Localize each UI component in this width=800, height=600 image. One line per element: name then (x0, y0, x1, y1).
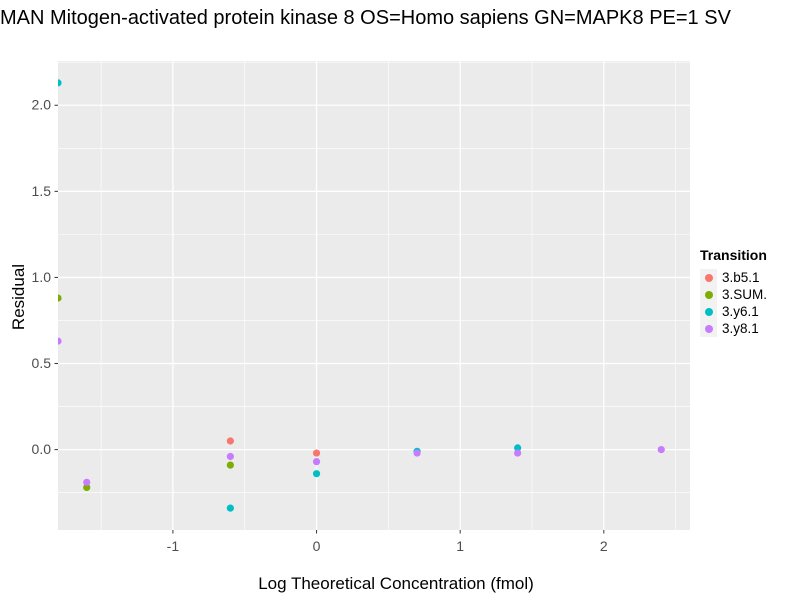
legend-item: 3.y8.1 (700, 320, 767, 337)
legend-key (700, 269, 717, 286)
data-point (312, 458, 321, 466)
x-axis-tick-label: 1 (456, 538, 464, 554)
x-axis-tick-label: 0 (313, 538, 321, 554)
y-axis-tick-label: 1.5 (32, 183, 52, 199)
legend-point-icon (704, 290, 713, 299)
legend-item-label: 3.y6.1 (722, 304, 759, 319)
plot-panel (58, 61, 690, 530)
legend-item-label: 3.y8.1 (722, 321, 759, 336)
y-axis-tick-label: 0.0 (32, 441, 52, 457)
data-point (413, 449, 421, 457)
legend-point-icon (704, 324, 713, 333)
y-axis-tick-label: 2.0 (32, 97, 52, 113)
data-point (226, 437, 234, 445)
data-point (58, 337, 62, 345)
data-point (312, 449, 321, 457)
legend-point-icon (704, 307, 713, 316)
data-point (58, 79, 62, 87)
legend-point-icon (704, 273, 713, 282)
data-point (226, 504, 234, 512)
y-axis-tick-label: 0.5 (32, 355, 52, 371)
legend-item: 3.SUM. (700, 286, 767, 303)
x-axis-title: Log Theoretical Concentration (fmol) (258, 574, 534, 593)
legend-item-label: 3.SUM. (722, 287, 768, 302)
legend-item: 3.y6.1 (700, 303, 767, 320)
legend-item: 3.b5.1 (700, 269, 767, 286)
y-axis-tick-label: 1.0 (32, 269, 52, 285)
data-point (226, 461, 234, 469)
legend: Transition 3.b5.1 3.SUM. 3.y6.1 3.y8.1 (700, 247, 767, 337)
data-point (657, 445, 665, 454)
data-point (83, 478, 91, 486)
legend-items: 3.b5.1 3.SUM. 3.y6.1 3.y8.1 (700, 269, 767, 337)
data-point (58, 294, 62, 302)
legend-item-label: 3.b5.1 (722, 270, 760, 285)
x-axis-tick-label: 2 (600, 538, 608, 554)
data-point (226, 452, 234, 461)
data-point (514, 449, 522, 457)
legend-key (700, 286, 717, 303)
plot-title: MAN Mitogen-activated protein kinase 8 O… (0, 7, 731, 29)
data-point (514, 444, 522, 452)
data-point (312, 470, 321, 478)
legend-key (700, 320, 717, 337)
y-axis-title: Residual (9, 263, 28, 331)
x-axis-tick-label: -1 (167, 538, 180, 554)
data-point (83, 483, 91, 492)
legend-title: Transition (700, 247, 767, 263)
legend-key (700, 303, 717, 320)
